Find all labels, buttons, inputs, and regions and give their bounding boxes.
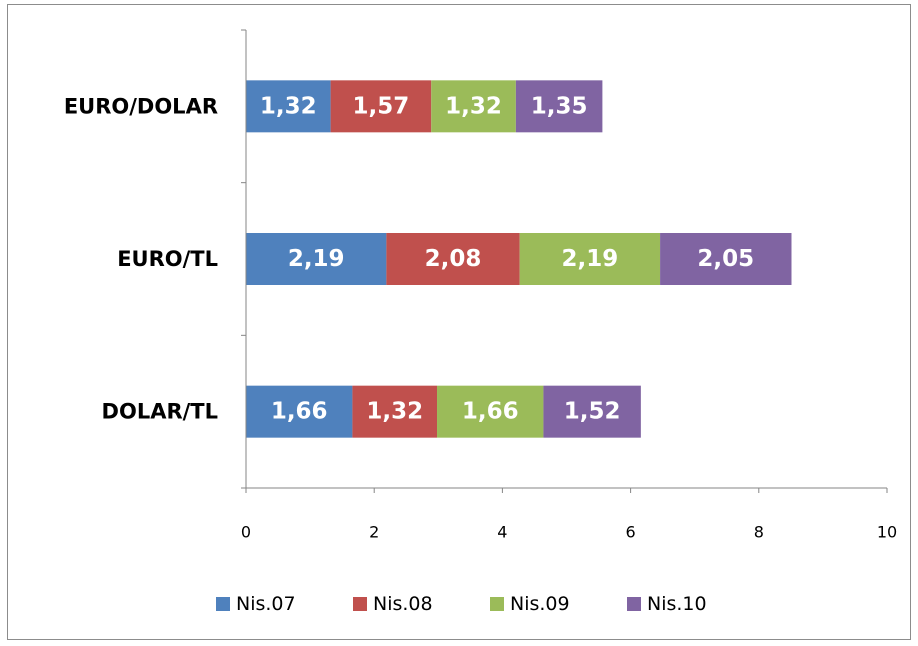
bar-nis-10-euro-tl bbox=[660, 233, 792, 285]
data-label-nis-08-dolar-tl: 1,32 bbox=[366, 399, 423, 425]
bar-nis-09-dolar-tl bbox=[437, 385, 544, 438]
data-label-nis-10-dolar-tl: 1,52 bbox=[564, 399, 621, 425]
bar-nis-09-euro-tl bbox=[519, 233, 661, 285]
legend-swatch-nis-09 bbox=[490, 597, 504, 611]
bar-nis-08-dolar-tl bbox=[352, 385, 438, 438]
x-tick-label: 8 bbox=[754, 523, 764, 542]
data-label-nis-08-euro-dolar: 1,57 bbox=[353, 93, 410, 119]
x-tick-label: 4 bbox=[497, 523, 507, 542]
bar-nis-08-euro-tl bbox=[386, 233, 520, 285]
data-label-nis-09-dolar-tl: 1,66 bbox=[462, 399, 519, 425]
bars-layer: 1,66 1,32 1,66 1,52 2,19 2,08 2,19 2,05 1,32 1,57… bbox=[246, 80, 792, 438]
x-tick-label: 0 bbox=[241, 523, 251, 542]
data-label-nis-07-euro-dolar: 1,32 bbox=[260, 93, 317, 119]
x-tick-label: 2 bbox=[369, 523, 379, 542]
category-label-euro-tl: EURO/TL bbox=[117, 247, 218, 271]
bar-nis-10-euro-dolar bbox=[515, 80, 603, 133]
category-label-euro-dolar: EURO/DOLAR bbox=[64, 94, 218, 118]
x-tick-label: 10 bbox=[877, 523, 897, 542]
bar-nis-07-dolar-tl bbox=[246, 385, 353, 438]
axis-layer: DOLAR/TL EURO/TL EURO/DOLAR 0 2 4 6 8 10 bbox=[64, 29, 897, 542]
legend-label-nis-07: Nis.07 bbox=[236, 593, 296, 615]
legend-swatch-nis-08 bbox=[353, 597, 367, 611]
data-label-nis-08-euro-tl: 2,08 bbox=[425, 246, 482, 272]
x-tick-label: 6 bbox=[626, 523, 636, 542]
data-label-nis-10-euro-tl: 2,05 bbox=[697, 246, 754, 272]
legend-swatch-nis-10 bbox=[627, 597, 641, 611]
bar-nis-08-euro-dolar bbox=[330, 80, 432, 133]
legend-label-nis-09: Nis.09 bbox=[510, 593, 570, 615]
bar-nis-10-dolar-tl bbox=[543, 385, 641, 438]
bar-nis-07-euro-dolar bbox=[246, 80, 331, 133]
legend-label-nis-08: Nis.08 bbox=[373, 593, 433, 615]
data-label-nis-07-euro-tl: 2,19 bbox=[288, 246, 345, 272]
bar-nis-07-euro-tl bbox=[246, 233, 387, 285]
data-label-nis-09-euro-dolar: 1,32 bbox=[445, 93, 502, 119]
bar-nis-09-euro-dolar bbox=[431, 80, 516, 133]
data-label-nis-10-euro-dolar: 1,35 bbox=[531, 93, 588, 119]
legend-swatch-nis-07 bbox=[216, 597, 230, 611]
legend: Nis.07 Nis.08 Nis.09 Nis.10 bbox=[216, 593, 707, 615]
data-label-nis-09-euro-tl: 2,19 bbox=[562, 246, 619, 272]
category-label-dolar-tl: DOLAR/TL bbox=[102, 400, 218, 424]
legend-label-nis-10: Nis.10 bbox=[647, 593, 707, 615]
data-label-nis-07-dolar-tl: 1,66 bbox=[271, 399, 328, 425]
